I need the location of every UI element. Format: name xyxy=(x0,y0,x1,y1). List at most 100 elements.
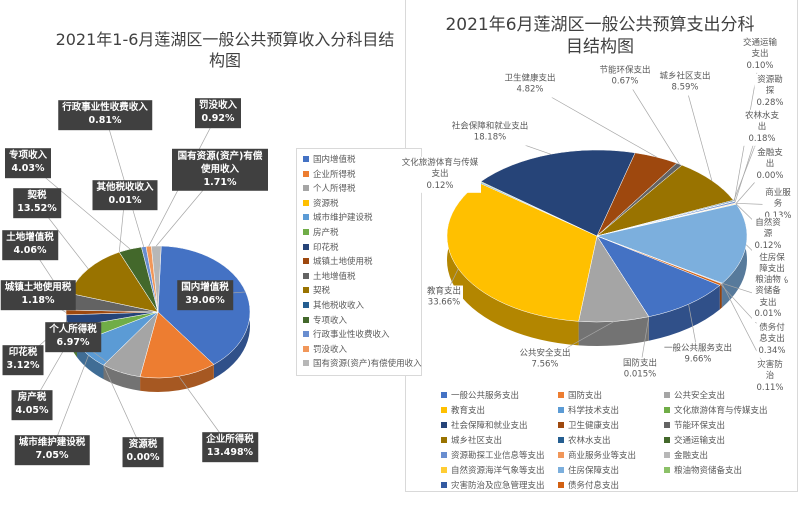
data-label-value: 0.12% xyxy=(426,180,454,191)
legend-label: 债务付息支出 xyxy=(568,481,620,491)
legend-item: 文化旅游体育与传媒支出 xyxy=(664,404,768,416)
legend-label: 灾害防治及应急管理支出 xyxy=(451,481,545,491)
data-label-value: 0.28% xyxy=(756,97,784,108)
data-label: 自然资源 0.12% xyxy=(752,216,784,254)
legend-label: 社会保障和就业支出 xyxy=(451,421,528,431)
data-label: 城乡社区支出 8.59% xyxy=(657,70,713,96)
legend-label: 专项收入 xyxy=(313,315,348,326)
legend-item: 节能环保支出 xyxy=(664,419,725,431)
legend-swatch xyxy=(303,243,309,250)
data-label-name: 节能环保支出 xyxy=(599,65,651,76)
pie-slice xyxy=(151,245,162,313)
data-label-name: 行政事业性收费收入 xyxy=(62,102,148,114)
data-label-name: 城镇土地使用税 xyxy=(4,282,72,294)
data-label-value: 0.92% xyxy=(201,113,235,124)
data-label-value: 18.18% xyxy=(473,133,507,143)
legend-item: 自然资源海洋气象等支出 xyxy=(441,464,545,476)
legend-label: 国内增值税 xyxy=(313,155,356,165)
legend-label: 契税 xyxy=(313,286,331,297)
data-label-value: 6.97% xyxy=(56,337,90,348)
legend-label: 节能环保支出 xyxy=(674,421,726,431)
legend-label: 农林水支出 xyxy=(568,436,611,446)
legend-swatch xyxy=(303,170,309,177)
legend-item: 农林水支出 xyxy=(558,434,611,446)
leader-line xyxy=(624,76,680,165)
slice-side xyxy=(648,285,720,341)
legend-label: 其他税收收入 xyxy=(313,301,365,311)
legend-item: 个人所得税 xyxy=(303,182,356,194)
data-label-name: 契税 xyxy=(27,190,47,202)
data-label-value: 4.05% xyxy=(15,405,49,416)
legend-label: 企业所得税 xyxy=(313,169,356,180)
slice-side xyxy=(719,283,722,310)
legend-item: 一般公共服务支出 xyxy=(441,389,519,401)
slice-side xyxy=(721,283,723,308)
data-label: 专项收入 4.03% xyxy=(4,148,52,178)
data-label-value: 4.82% xyxy=(516,85,544,95)
data-label: 资源勘探 0.28% xyxy=(754,73,786,111)
legend-item: 金融支出 xyxy=(664,449,708,461)
legend-label: 商业服务业等支出 xyxy=(568,451,637,461)
data-label: 国内增值税 39.06% xyxy=(177,280,233,310)
data-label-name: 自然资源 xyxy=(755,217,781,240)
legend-label: 城镇土地使用税 xyxy=(313,257,373,268)
data-label: 资源税 0.00% xyxy=(122,437,164,467)
legend-label: 行政事业性收费收入 xyxy=(313,330,390,341)
data-label: 行政事业性收费收入 0.81% xyxy=(58,100,152,130)
data-label: 一般公共服务支出 9.66% xyxy=(661,342,735,368)
legend-item: 公共安全支出 xyxy=(664,389,725,401)
data-label: 个人所得税 6.97% xyxy=(45,322,101,352)
legend-label: 公共安全支出 xyxy=(674,391,726,401)
legend-swatch xyxy=(558,467,564,473)
data-label: 节能环保支出 0.67% xyxy=(597,64,653,90)
data-label-name: 社会保障和就业支出 xyxy=(451,121,529,132)
legend-swatch xyxy=(303,199,309,206)
legend-swatch xyxy=(303,214,309,221)
data-label-name: 粮油物资储备支出 xyxy=(755,275,781,308)
legend-item: 国有资源(资产)有偿使用收入 xyxy=(303,357,422,369)
data-label-value: 8.59% xyxy=(671,83,699,93)
legend-label: 个人所得税 xyxy=(313,184,356,195)
legend-label: 一般公共服务支出 xyxy=(451,391,520,401)
legend-swatch xyxy=(303,316,309,323)
data-label-value: 0.12% xyxy=(754,240,782,251)
data-label: 企业所得税 13.498% xyxy=(202,432,258,462)
data-label-name: 国内增值税 xyxy=(181,282,229,294)
data-label-value: 0.01% xyxy=(108,195,142,206)
data-label-name: 专项收入 xyxy=(8,150,48,162)
legend-swatch xyxy=(558,482,564,488)
data-label-name: 个人所得税 xyxy=(49,324,97,336)
slice-side xyxy=(140,364,214,393)
legend-item: 其他税收收入 xyxy=(303,299,364,311)
data-label-name: 住房保障支出 xyxy=(759,252,785,275)
data-label: 农林水支出 0.18% xyxy=(743,109,781,147)
data-label-value: 0.10% xyxy=(746,60,774,71)
data-label: 教育支出 33.66% xyxy=(424,285,464,311)
data-label: 土地增值税 4.06% xyxy=(2,230,58,260)
legend-item: 房产税 xyxy=(303,226,339,238)
data-label-name: 资源税 xyxy=(128,439,158,451)
data-label: 文化旅游体育与传媒支出 0.12% xyxy=(399,156,481,194)
data-label-name: 教育支出 xyxy=(426,286,462,297)
data-label-name: 房产税 xyxy=(17,392,47,404)
legend-swatch xyxy=(441,482,447,488)
data-label-value: 13.498% xyxy=(206,447,254,458)
data-label-name: 企业所得税 xyxy=(206,434,254,446)
legend-item: 企业所得税 xyxy=(303,168,356,180)
legend-item: 国防支出 xyxy=(558,389,602,401)
legend-swatch xyxy=(664,467,670,473)
data-label: 粮油物资储备支出 0.01% xyxy=(752,274,784,322)
data-label-name: 其他税收收入 xyxy=(96,182,154,194)
data-label-value: 1.18% xyxy=(21,295,55,306)
data-label: 契税 13.52% xyxy=(13,188,61,218)
data-label: 公共安全支出 7.56% xyxy=(517,347,573,373)
legend-item: 契税 xyxy=(303,284,330,296)
legend-label: 国有资源(资产)有偿使用收入 xyxy=(313,359,422,370)
legend-item: 城市维护建设税 xyxy=(303,211,373,223)
legend-item: 资源税 xyxy=(303,197,339,209)
leader-line xyxy=(684,82,713,181)
data-label-value: 0.81% xyxy=(88,115,122,126)
legend-label: 罚没收入 xyxy=(313,344,348,355)
